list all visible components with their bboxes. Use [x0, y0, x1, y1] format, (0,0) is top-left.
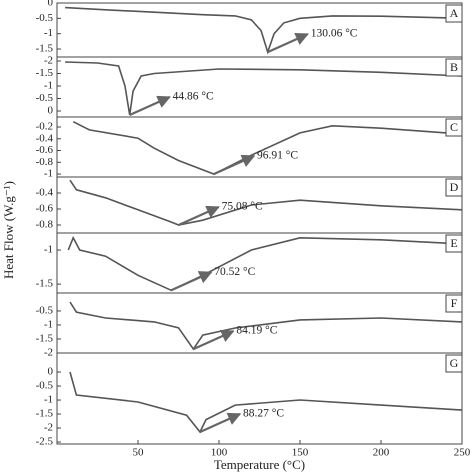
y-tick-label: -1 [44, 244, 53, 256]
annotation: 96.91 °C [257, 150, 298, 162]
y-tick-label: -0.2 [36, 121, 53, 133]
y-axis-label: Heat Flow (W.g⁻¹) [1, 181, 16, 279]
panel-frame [56, 292, 463, 354]
y-tick-label: 0 [48, 366, 54, 378]
annotation-arrow [192, 329, 235, 351]
panel-label-box [445, 4, 463, 23]
annotation: 88.27 °C [243, 408, 284, 420]
dsc-curve [67, 235, 463, 292]
y-tick-label: -2 [44, 422, 53, 434]
annotation: 75.08 °C [222, 201, 263, 213]
panel-frame [56, 352, 463, 445]
dsc-curve [69, 179, 463, 226]
y-tick-label: -0.6 [36, 203, 54, 215]
y-tick-label: -0.5 [36, 12, 54, 24]
panel-label-box [445, 354, 463, 373]
panel-label-box [445, 294, 463, 313]
panel-label-box [445, 58, 463, 77]
annotation-arrow [170, 271, 213, 292]
x-axis-label: Temperature (°C) [214, 457, 305, 472]
dsc-curve [72, 120, 463, 175]
annotation-arrow [178, 205, 220, 227]
y-tick-label: 0 [48, 105, 54, 117]
y-tick-label: -1 [44, 168, 53, 180]
annotation: 70.52 °C [214, 266, 255, 278]
annotation-arrow [267, 32, 309, 54]
y-tick-label: -1.5 [36, 43, 54, 55]
y-tick-label: -1 [44, 394, 53, 406]
dsc-curve [65, 61, 463, 116]
y-tick-label: -0.6 [36, 144, 54, 156]
y-tick-label: -0.4 [36, 132, 54, 144]
panel-label: E [450, 236, 457, 250]
y-tick-label: -2.5 [36, 436, 54, 448]
y-tick-label: 0 [48, 0, 54, 9]
y-tick-label: -1 [44, 27, 53, 39]
panel-label-box [445, 118, 463, 137]
dsc-curve [69, 371, 463, 434]
y-tick-label: -1.5 [36, 278, 54, 290]
panel-label: B [450, 60, 458, 74]
panel-label: F [451, 296, 458, 310]
x-tick-label: 150 [292, 447, 309, 459]
y-tick-label: -1.5 [36, 333, 54, 345]
y-tick-label: -0.5 [36, 304, 54, 316]
panel-label: A [450, 6, 459, 20]
annotation-arrow [213, 154, 256, 176]
annotation: 44.86 °C [173, 91, 214, 103]
annotation-arrow [129, 95, 171, 117]
panel-label: D [450, 180, 459, 194]
y-tick-label: -1 [44, 318, 53, 330]
y-tick-label: -1 [44, 80, 53, 92]
y-tick-label: -1.5 [36, 408, 54, 420]
annotation-arrow [199, 412, 242, 433]
annotation: 84.19 °C [236, 325, 277, 337]
panel-label: C [450, 120, 458, 134]
y-tick-label: -0.5 [36, 92, 54, 104]
y-tick-label: -0.8 [36, 219, 54, 231]
panel-label: G [450, 356, 459, 370]
dsc-curve [65, 6, 463, 55]
y-tick-label: -0.5 [36, 380, 54, 392]
y-tick-label: -1.5 [36, 67, 54, 79]
panel-label-box [445, 234, 463, 253]
panel-frame [56, 116, 463, 178]
y-tick-label: -2 [44, 55, 53, 67]
annotation: 130.06 °C [311, 28, 358, 40]
x-tick-label: 50 [133, 447, 145, 459]
y-tick-label: -2 [44, 347, 53, 359]
x-tick-label: 100 [211, 447, 228, 459]
panel-label-box [445, 178, 463, 197]
x-tick-label: 250 [454, 447, 471, 459]
x-tick-label: 200 [373, 447, 390, 459]
y-tick-label: -0.4 [36, 187, 54, 199]
y-tick-label: -0.8 [36, 156, 54, 168]
